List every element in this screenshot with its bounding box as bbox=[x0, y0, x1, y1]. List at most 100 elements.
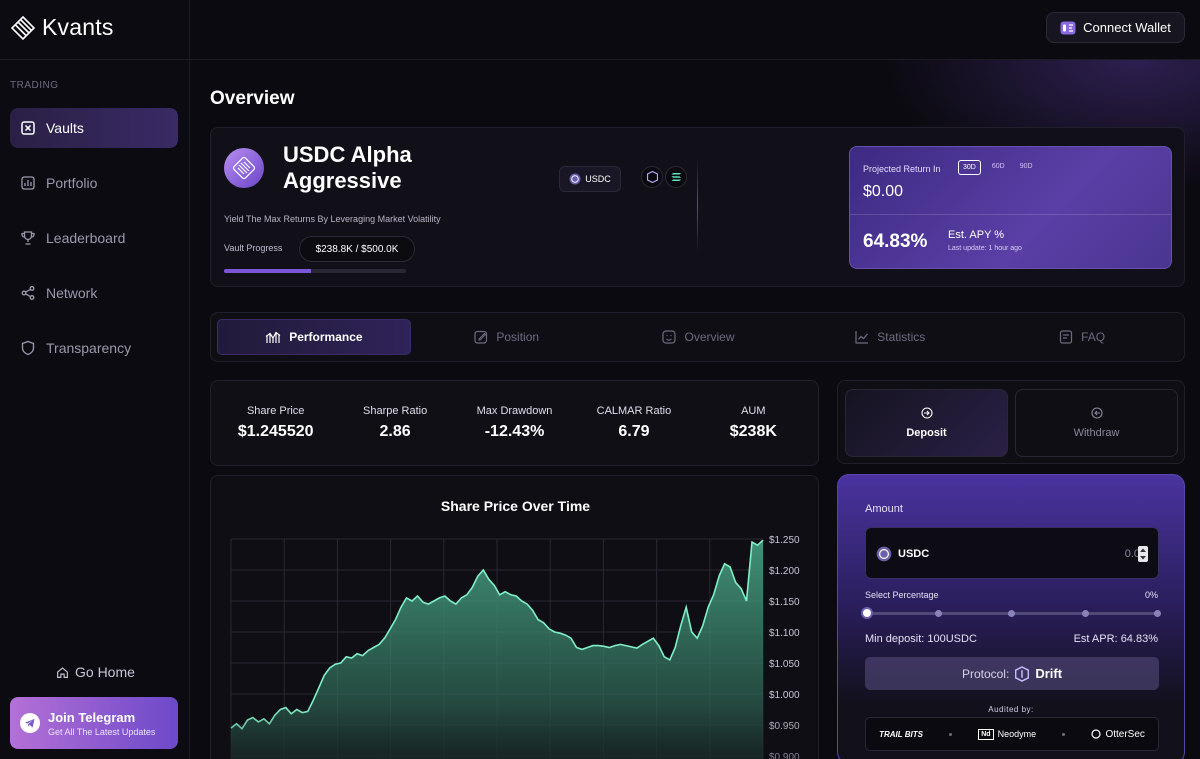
est-apy-value: 64.83% bbox=[863, 231, 928, 252]
y-tick-label: $1.250 bbox=[769, 535, 800, 546]
amount-input[interactable] bbox=[1016, 542, 1140, 566]
protocol-label: Protocol: bbox=[961, 666, 1010, 681]
deposit-icon bbox=[920, 407, 933, 419]
est-apr-value: 64.83% bbox=[1120, 633, 1158, 645]
tab-label: FAQ bbox=[1081, 330, 1106, 344]
stat-label: Share Price bbox=[246, 405, 305, 417]
sidebar-item-portfolio[interactable]: Portfolio bbox=[10, 163, 178, 203]
min-deposit-value: 100USDC bbox=[927, 633, 977, 645]
auditor-name: TRAIL BITS bbox=[879, 729, 923, 739]
sidebar: Kvants TRADING Vaults Portfolio Leaderbo… bbox=[0, 0, 190, 759]
deposit-panel: Amount USDC Select Percentage 0% Min dep… bbox=[837, 474, 1185, 759]
last-update: Last update: 1 hour ago bbox=[948, 245, 1022, 252]
deposit-button[interactable]: Deposit bbox=[845, 389, 1008, 457]
slider-stop[interactable] bbox=[1008, 610, 1015, 617]
projected-return-label: Projected Return In bbox=[863, 164, 941, 174]
chart-title: Share Price Over Time bbox=[440, 498, 591, 514]
trophy-icon bbox=[21, 231, 35, 245]
sidebar-item-vaults[interactable]: Vaults bbox=[10, 108, 178, 148]
tab-label: Performance bbox=[289, 330, 363, 344]
y-tick-label: $1.100 bbox=[769, 628, 800, 639]
tab-faq[interactable]: FAQ bbox=[986, 319, 1178, 355]
sidebar-item-network[interactable]: Network bbox=[10, 273, 178, 313]
stat-value: 6.79 bbox=[618, 423, 650, 440]
slider-thumb[interactable] bbox=[861, 607, 873, 619]
share-icon bbox=[21, 286, 35, 300]
projected-divider bbox=[850, 214, 1171, 215]
amount-stepper[interactable] bbox=[1138, 546, 1148, 562]
period-30d[interactable]: 30D bbox=[958, 160, 981, 175]
period-selector: 30D 60D 90D bbox=[958, 160, 1037, 175]
protocol-box: Protocol: Drift bbox=[865, 657, 1159, 690]
token-badge: USDC bbox=[559, 166, 621, 192]
stat-value: $1.245520 bbox=[237, 423, 314, 440]
auditor-neodyme: Nd Neodyme bbox=[978, 728, 1036, 740]
withdraw-label: Withdraw bbox=[1073, 427, 1120, 439]
slider-stop[interactable] bbox=[1154, 610, 1161, 617]
percentage-slider[interactable] bbox=[861, 607, 1161, 619]
tab-statistics[interactable]: Statistics bbox=[794, 319, 986, 355]
select-percentage-label: Select Percentage bbox=[865, 590, 939, 600]
est-apr-label: Est APR: bbox=[1073, 633, 1118, 645]
sidebar-nav: Vaults Portfolio Leaderboard Network Tra… bbox=[10, 108, 178, 383]
vault-progress-bar bbox=[224, 269, 406, 273]
stat-share-price: Share Price $1.245520 bbox=[216, 381, 335, 465]
chart-canvas: $1.250$1.200$1.150$1.100$1.050$1.000$0.9… bbox=[211, 535, 818, 759]
period-60d[interactable]: 60D bbox=[991, 163, 1005, 170]
vault-divider bbox=[697, 158, 698, 253]
auditors-list: TRAIL BITS Nd Neodyme OtterSec bbox=[865, 717, 1159, 751]
sidebar-divider bbox=[0, 59, 190, 60]
chart-candles-icon bbox=[265, 331, 281, 343]
go-home-link[interactable]: Go Home bbox=[56, 664, 135, 680]
drift-icon bbox=[641, 166, 663, 188]
sidebar-item-transparency[interactable]: Transparency bbox=[10, 328, 178, 368]
slider-stop[interactable] bbox=[935, 610, 942, 617]
auditor-separator bbox=[949, 732, 953, 736]
line-chart-icon bbox=[855, 331, 869, 344]
y-tick-label: $1.200 bbox=[769, 566, 800, 577]
token-label: USDC bbox=[585, 174, 611, 184]
protocol-icons bbox=[641, 166, 687, 188]
app-logo[interactable]: Kvants bbox=[10, 14, 114, 41]
vault-stats: Share Price $1.245520 Sharpe Ratio 2.86 … bbox=[210, 380, 819, 466]
edit-icon bbox=[474, 330, 488, 344]
stat-label: AUM bbox=[741, 405, 766, 417]
tab-overview[interactable]: Overview bbox=[603, 319, 795, 355]
tab-performance[interactable]: Performance bbox=[217, 319, 411, 355]
usdc-icon bbox=[569, 173, 581, 185]
percentage-value: 0% bbox=[1144, 590, 1158, 600]
join-telegram-button[interactable]: Join Telegram Get All The Latest Updates bbox=[10, 697, 178, 749]
drift-icon bbox=[1015, 665, 1030, 682]
withdraw-button[interactable]: Withdraw bbox=[1015, 389, 1178, 457]
auditor-trail-bits: TRAIL BITS bbox=[879, 730, 923, 739]
connect-wallet-button[interactable]: Connect Wallet bbox=[1046, 12, 1185, 43]
telegram-icon bbox=[20, 713, 40, 733]
share-price-area bbox=[231, 540, 763, 759]
y-tick-label: $1.050 bbox=[769, 659, 800, 670]
slider-stop[interactable] bbox=[1082, 610, 1089, 617]
wallet-icon bbox=[1060, 21, 1076, 34]
min-deposit: Min deposit: 100USDC bbox=[865, 633, 977, 645]
sidebar-item-label: Leaderboard bbox=[46, 230, 126, 246]
sidebar-item-leaderboard[interactable]: Leaderboard bbox=[10, 218, 178, 258]
vault-name: USDC Alpha Aggressive bbox=[283, 142, 412, 193]
y-tick-label: $1.150 bbox=[769, 597, 800, 608]
auditor-separator bbox=[1062, 732, 1066, 736]
sidebar-item-label: Portfolio bbox=[46, 175, 98, 191]
period-90d[interactable]: 90D bbox=[1019, 163, 1033, 170]
stat-calmar-ratio: CALMAR Ratio 6.79 bbox=[574, 381, 693, 465]
neodyme-icon: Nd bbox=[978, 728, 994, 740]
page-title: Overview bbox=[210, 88, 295, 109]
vault-avatar bbox=[224, 148, 264, 188]
stat-sharpe-ratio: Sharpe Ratio 2.86 bbox=[335, 381, 454, 465]
auditor-ottersec: OtterSec bbox=[1091, 729, 1145, 740]
stat-max-drawdown: Max Drawdown -12.43% bbox=[455, 381, 574, 465]
connect-wallet-label: Connect Wallet bbox=[1083, 20, 1171, 35]
header-divider bbox=[190, 59, 1200, 60]
tab-position[interactable]: Position bbox=[411, 319, 603, 355]
projected-return-box: Projected Return In 30D 60D 90D $0.00 64… bbox=[849, 146, 1172, 269]
tab-label: Statistics bbox=[877, 330, 926, 344]
sidebar-item-label: Network bbox=[46, 285, 98, 301]
audited-by-label: Audited by: bbox=[988, 705, 1034, 714]
stat-label: Max Drawdown bbox=[476, 405, 553, 417]
